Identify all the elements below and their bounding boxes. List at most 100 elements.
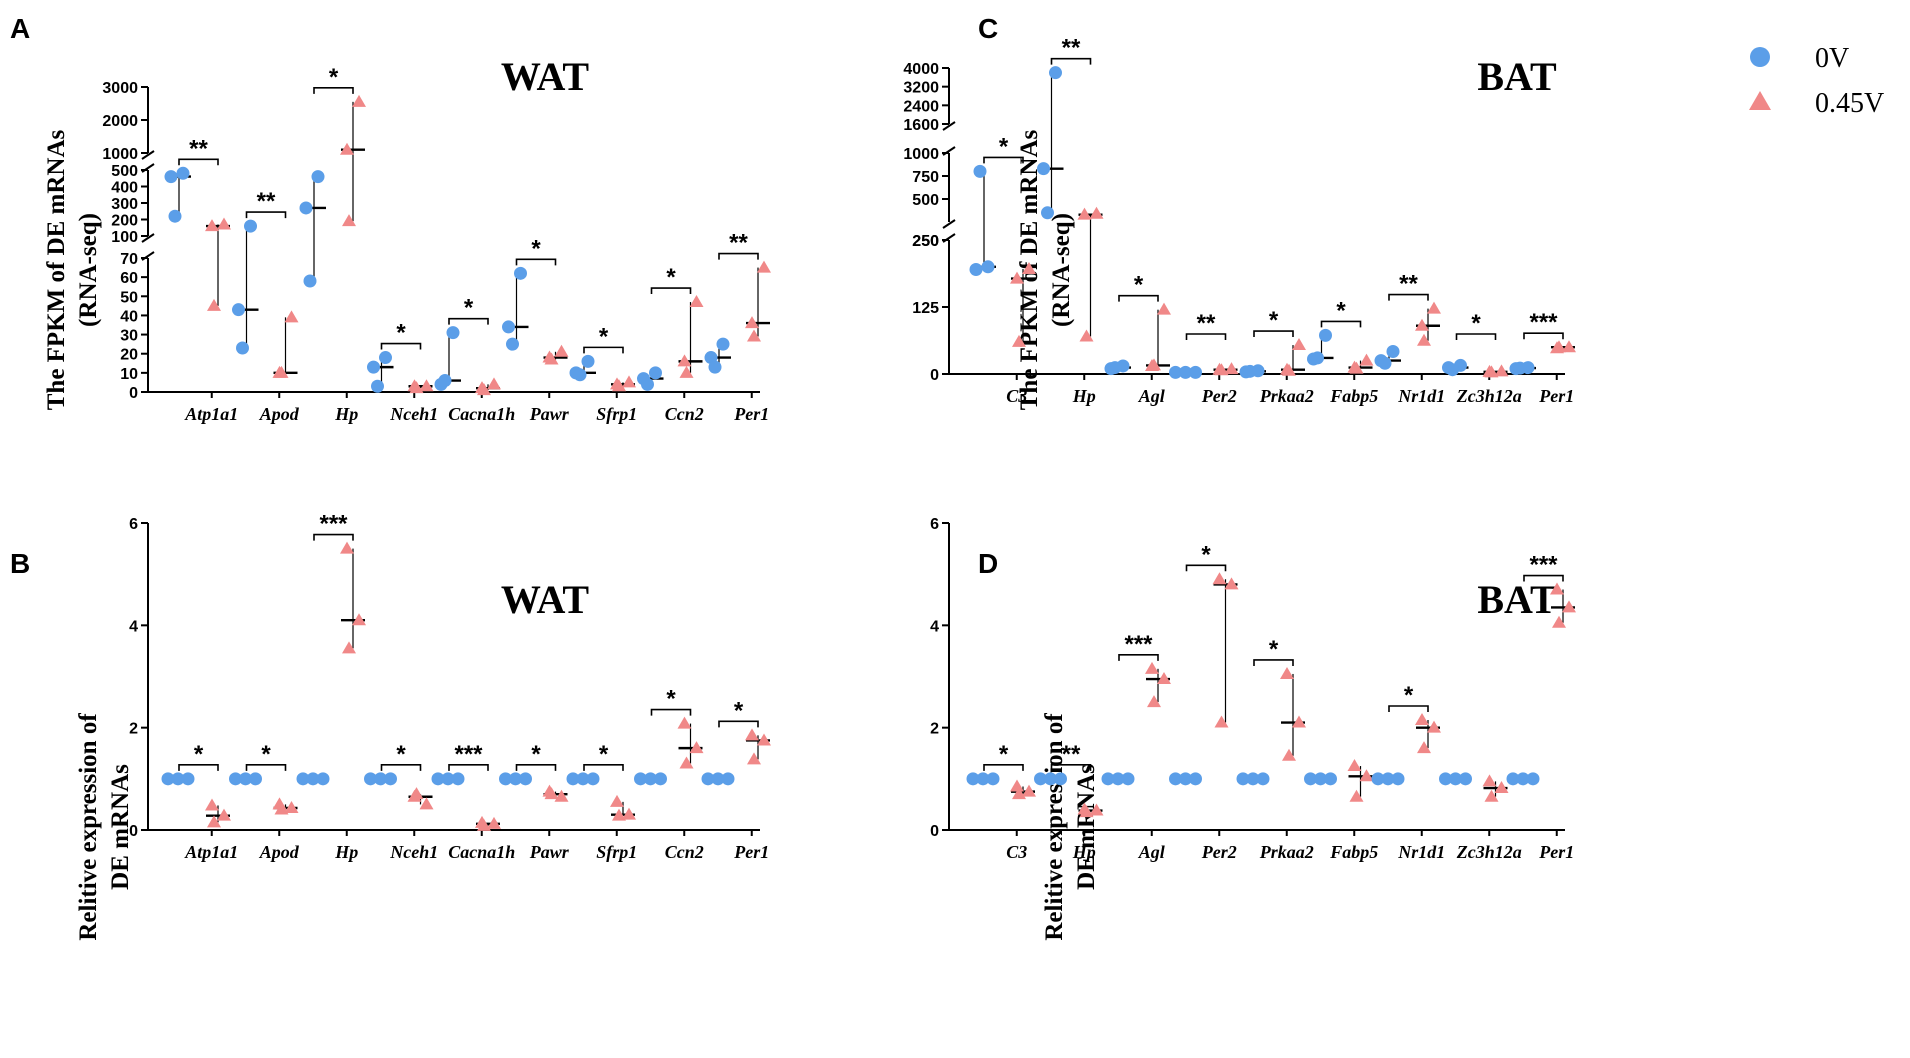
point-045v [747, 329, 761, 342]
panel-letter-c: C [978, 13, 998, 44]
significance-label: * [999, 133, 1009, 160]
point-0v [1311, 351, 1324, 365]
significance-label: * [396, 320, 406, 347]
significance-bracket [245, 764, 287, 771]
y-tick-label: 6 [129, 516, 138, 533]
point-0v [1391, 772, 1405, 786]
point-045v [677, 354, 692, 367]
significance-label: ** [257, 188, 276, 215]
y-tick-label: 40 [120, 308, 138, 325]
point-0v [634, 772, 647, 786]
point-045v [1147, 695, 1161, 708]
point-0v [384, 772, 397, 786]
point-0v [1526, 772, 1540, 786]
point-0v [641, 377, 654, 391]
x-tick-label: Atp1a1 [184, 842, 238, 862]
axis-break-mark [141, 233, 155, 243]
y-tick-label: 1000 [903, 146, 939, 163]
point-0v [1189, 365, 1202, 379]
point-0v [239, 772, 252, 786]
point-0v [1034, 772, 1047, 786]
axis-break-mark [942, 219, 956, 229]
point-045v [1282, 748, 1296, 761]
point-045v [419, 797, 434, 810]
point-0v [364, 772, 377, 786]
point-0v [1246, 772, 1260, 786]
y-tick-label: 200 [111, 213, 138, 230]
y-tick-label: 0 [930, 367, 939, 384]
x-tick-label: C3 [1006, 842, 1027, 862]
y-tick-label: 70 [120, 251, 138, 268]
point-045v [284, 800, 299, 813]
point-045v [1484, 789, 1499, 802]
point-0v [1169, 772, 1182, 786]
y-tick-label: 20 [120, 347, 138, 364]
point-0v [164, 170, 178, 184]
significance-label: *** [1529, 309, 1558, 336]
point-045v [217, 808, 231, 821]
y-axis-label-a-line1: The FPKM of DE mRNAs [43, 129, 70, 410]
y-tick-label: 4000 [903, 61, 939, 78]
x-tick-label: Zc3h12a [1456, 386, 1522, 406]
point-0v [976, 772, 990, 786]
point-0v [1101, 772, 1115, 786]
point-0v [229, 772, 242, 786]
significance-bracket [1185, 333, 1227, 340]
point-045v [1349, 789, 1364, 802]
point-0v [649, 366, 662, 380]
x-tick-label: Pawr [529, 842, 570, 862]
point-045v [677, 716, 692, 729]
point-0v [306, 772, 320, 786]
axis-break-mark [141, 150, 155, 160]
point-045v [487, 377, 501, 390]
y-tick-label: 500 [912, 192, 939, 209]
y-tick-label: 500 [111, 163, 138, 180]
significance-bracket [1253, 659, 1294, 666]
point-045v [1349, 361, 1364, 374]
point-045v [1280, 666, 1294, 679]
point-0v [1381, 772, 1395, 786]
point-0v [176, 166, 190, 180]
significance-bracket [515, 258, 557, 266]
significance-label: * [1471, 310, 1481, 337]
significance-label: * [734, 697, 744, 724]
point-045v [274, 365, 289, 378]
point-045v [1359, 769, 1374, 782]
y-tick-label: 125 [912, 300, 939, 317]
chart-title-c: BAT [1477, 54, 1557, 99]
point-045v [352, 613, 366, 626]
x-tick-label: Prkaa2 [1259, 386, 1314, 406]
y-tick-label: 30 [120, 328, 138, 345]
point-045v [1212, 572, 1227, 585]
point-045v [1552, 615, 1566, 628]
significance-label: *** [1124, 631, 1153, 658]
y-tick-label: 50 [120, 289, 138, 306]
significance-label: * [1201, 541, 1211, 568]
x-tick-label: Prkaa2 [1259, 842, 1314, 862]
significance-label: *** [319, 511, 348, 538]
point-045v [1482, 774, 1497, 787]
panel-letter-a: A [10, 13, 30, 44]
x-tick-label: Per2 [1201, 386, 1237, 406]
point-0v [299, 201, 313, 215]
x-tick-label: C3 [1006, 386, 1027, 406]
x-tick-label: Zc3h12a [1456, 842, 1522, 862]
significance-label: ** [1062, 35, 1081, 62]
y-tick-label: 2400 [903, 98, 939, 115]
y-tick-label: 0 [129, 385, 138, 402]
point-045v [554, 344, 569, 357]
point-045v [487, 816, 501, 829]
x-tick-label: Hp [1072, 842, 1096, 862]
point-0v [711, 772, 725, 786]
y-axis-label-b-line1: Relitive expression of [75, 713, 102, 941]
point-0v [502, 320, 515, 334]
point-045v [352, 94, 366, 107]
y-tick-label: 10 [120, 366, 138, 383]
significance-label: * [464, 295, 474, 322]
point-0v [1516, 772, 1530, 786]
point-0v [644, 772, 657, 786]
x-tick-label: Hp [334, 842, 358, 862]
point-045v [1077, 207, 1092, 220]
point-0v [654, 772, 667, 786]
